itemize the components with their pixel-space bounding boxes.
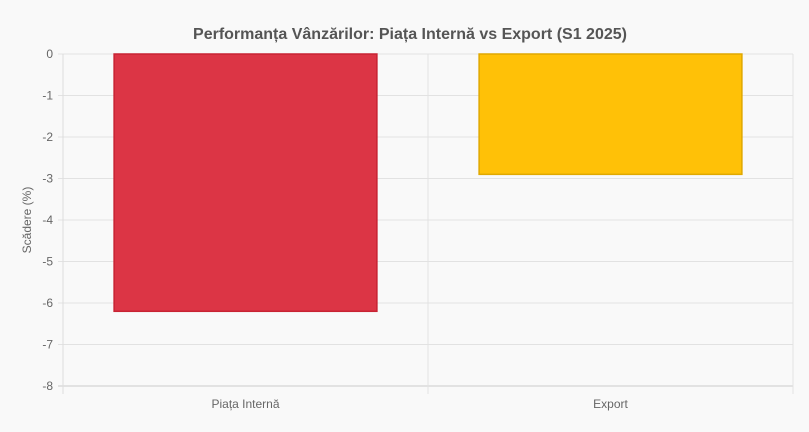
- y-tick-label: -8: [42, 379, 53, 393]
- bar-0[interactable]: [113, 53, 378, 313]
- bar-1[interactable]: [478, 53, 743, 176]
- y-tick-label: -6: [42, 296, 53, 310]
- x-tick-label: Piața Internă: [211, 397, 279, 411]
- y-tick-label: -3: [42, 172, 53, 186]
- y-tick-label: -1: [42, 89, 53, 103]
- y-tick-label: -4: [42, 213, 53, 227]
- bars: [113, 53, 743, 313]
- y-tick-label: 0: [46, 47, 53, 61]
- tick-labels: 0 -1 -2 -3 -4 -5 -6 -7 -8 Piața Internă Export: [42, 47, 628, 411]
- chart-title: Performanța Vânzărilor: Piața Internă vs…: [193, 26, 627, 43]
- x-tick-label: Export: [593, 397, 628, 411]
- y-tick-label: -2: [42, 130, 53, 144]
- y-tick-label: -5: [42, 255, 53, 269]
- y-axis-label: Scădere (%): [20, 187, 34, 254]
- y-tick-label: -7: [42, 338, 53, 352]
